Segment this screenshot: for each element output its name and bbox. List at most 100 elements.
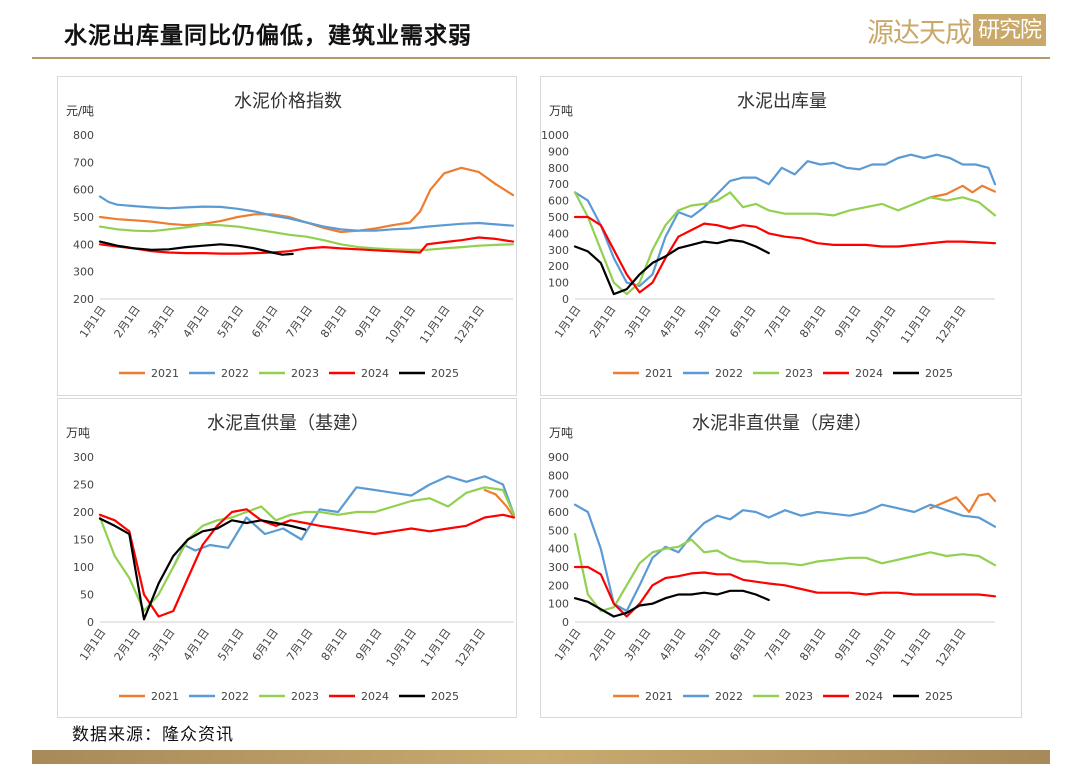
y-tick-label: 700 <box>548 488 569 501</box>
series-line-2023 <box>573 191 997 296</box>
x-tick-label: 5月1日 <box>215 303 246 340</box>
legend-label-2024: 2024 <box>361 690 389 703</box>
y-tick-label: 400 <box>548 227 569 240</box>
x-tick-label: 12月1日 <box>933 303 968 346</box>
series-line-2022 <box>573 153 997 287</box>
y-tick-label: 1000 <box>541 129 569 142</box>
x-tick-label: 12月1日 <box>933 626 968 669</box>
y-tick-label: 800 <box>548 469 569 482</box>
legend-label-2022: 2022 <box>715 690 743 703</box>
y-tick-label: 0 <box>562 293 569 306</box>
x-tick-label: 1月1日 <box>552 303 583 340</box>
x-tick-label: 3月1日 <box>146 303 177 340</box>
x-tick-label: 10月1日 <box>863 303 898 346</box>
header-divider <box>32 57 1050 59</box>
x-tick-label: 6月1日 <box>250 626 281 663</box>
x-tick-label: 7月1日 <box>762 303 793 340</box>
legend-label-2021: 2021 <box>645 690 673 703</box>
y-tick-label: 600 <box>73 184 94 197</box>
footer-bar <box>32 750 1050 764</box>
chart-panel-direct-supply: 水泥直供量（基建） 万吨 0 50 100 150 200 250 300 1月1日 2月1日 3月1… <box>57 398 517 718</box>
series-line-2024 <box>573 565 997 618</box>
legend-label-2021: 2021 <box>151 367 179 380</box>
legend-label-2025: 2025 <box>431 690 459 703</box>
chart-svg: 水泥非直供量（房建） 万吨 0 100 200 300 400 500 600 700 800 900… <box>548 413 997 703</box>
x-tick-label: 12月1日 <box>452 303 487 346</box>
series-line-2024 <box>573 215 997 294</box>
y-tick-label: 0 <box>562 616 569 629</box>
legend-label-2021: 2021 <box>645 367 673 380</box>
x-tick-label: 7月1日 <box>284 303 315 340</box>
x-tick-label: 1月1日 <box>552 626 583 663</box>
y-axis-unit: 万吨 <box>549 104 573 118</box>
y-tick-label: 400 <box>73 238 94 251</box>
y-tick-label: 800 <box>548 162 569 175</box>
legend-label-2021: 2021 <box>151 690 179 703</box>
x-tick-label: 8月1日 <box>797 303 828 340</box>
y-tick-label: 100 <box>548 598 569 611</box>
x-tick-label: 3月1日 <box>622 626 653 663</box>
legend-label-2023: 2023 <box>785 367 813 380</box>
y-axis-unit: 元/吨 <box>66 104 94 118</box>
y-tick-label: 900 <box>548 451 569 464</box>
y-tick-label: 150 <box>73 534 94 547</box>
y-tick-label: 200 <box>548 579 569 592</box>
x-tick-label: 5月1日 <box>692 303 723 340</box>
chart-title: 水泥出库量 <box>737 91 827 112</box>
legend-label-2023: 2023 <box>291 690 319 703</box>
y-axis-unit: 万吨 <box>66 426 90 440</box>
y-tick-label: 600 <box>548 506 569 519</box>
y-tick-label: 300 <box>73 451 94 464</box>
y-tick-label: 700 <box>548 178 569 191</box>
y-tick-label: 400 <box>548 543 569 556</box>
series-line-2024 <box>98 236 515 255</box>
x-tick-label: 8月1日 <box>797 626 828 663</box>
chart-svg: 水泥直供量（基建） 万吨 0 50 100 150 200 250 300 1月1日 2月1日 3月1… <box>66 413 516 703</box>
x-tick-label: 11月1日 <box>898 626 933 669</box>
chart-title: 水泥非直供量（房建） <box>692 413 872 434</box>
series-line-2022 <box>98 195 515 232</box>
series-line-2022 <box>573 503 997 613</box>
x-tick-label: 11月1日 <box>898 303 933 346</box>
x-tick-label: 3月1日 <box>146 626 177 663</box>
y-tick-label: 0 <box>87 616 94 629</box>
x-tick-label: 4月1日 <box>181 626 212 663</box>
x-tick-label: 8月1日 <box>318 303 349 340</box>
x-tick-label: 10月1日 <box>863 626 898 669</box>
legend-label-2024: 2024 <box>855 367 883 380</box>
legend-label-2024: 2024 <box>361 367 389 380</box>
y-tick-label: 600 <box>548 195 569 208</box>
legend-label-2025: 2025 <box>431 367 459 380</box>
x-tick-label: 2月1日 <box>112 303 143 340</box>
y-tick-label: 500 <box>548 211 569 224</box>
x-tick-label: 9月1日 <box>832 626 863 663</box>
x-tick-label: 2月1日 <box>587 303 618 340</box>
y-tick-label: 50 <box>80 589 94 602</box>
logo-text: 源达天成 <box>866 17 972 49</box>
x-tick-label: 9月1日 <box>832 303 863 340</box>
logo-box: 研究院 <box>972 14 1046 46</box>
series-line-2023 <box>98 223 515 251</box>
y-tick-label: 500 <box>548 524 569 537</box>
x-tick-label: 9月1日 <box>353 626 384 663</box>
y-tick-label: 700 <box>73 156 94 169</box>
chart-title: 水泥价格指数 <box>234 91 342 112</box>
y-tick-label: 300 <box>73 266 94 279</box>
series-line-2021 <box>929 184 997 199</box>
x-tick-label: 1月1日 <box>77 303 108 340</box>
chart-title: 水泥直供量（基建） <box>207 413 369 434</box>
legend-label-2025: 2025 <box>925 367 953 380</box>
series-line-2025 <box>98 517 307 621</box>
series-line-2023 <box>573 532 997 613</box>
y-tick-label: 100 <box>548 277 569 290</box>
chart-panel-price-index: 水泥价格指数 元/吨 200 300 400 500 600 700 800 1月1日 2月1日 3月… <box>57 76 517 396</box>
x-tick-label: 8月1日 <box>319 626 350 663</box>
brand-logo: 源达天成 研究院 <box>867 10 1046 50</box>
legend-label-2022: 2022 <box>715 367 743 380</box>
page-title: 水泥出库量同比仍偏低，建筑业需求弱 <box>64 22 472 49</box>
x-tick-label: 1月1日 <box>77 626 108 663</box>
x-tick-label: 7月1日 <box>762 626 793 663</box>
x-tick-label: 5月1日 <box>215 626 246 663</box>
chart-panel-outbound-volume: 水泥出库量 万吨 0 100 200 300 400 500 600 700 800 900 1000 1… <box>540 76 1022 396</box>
